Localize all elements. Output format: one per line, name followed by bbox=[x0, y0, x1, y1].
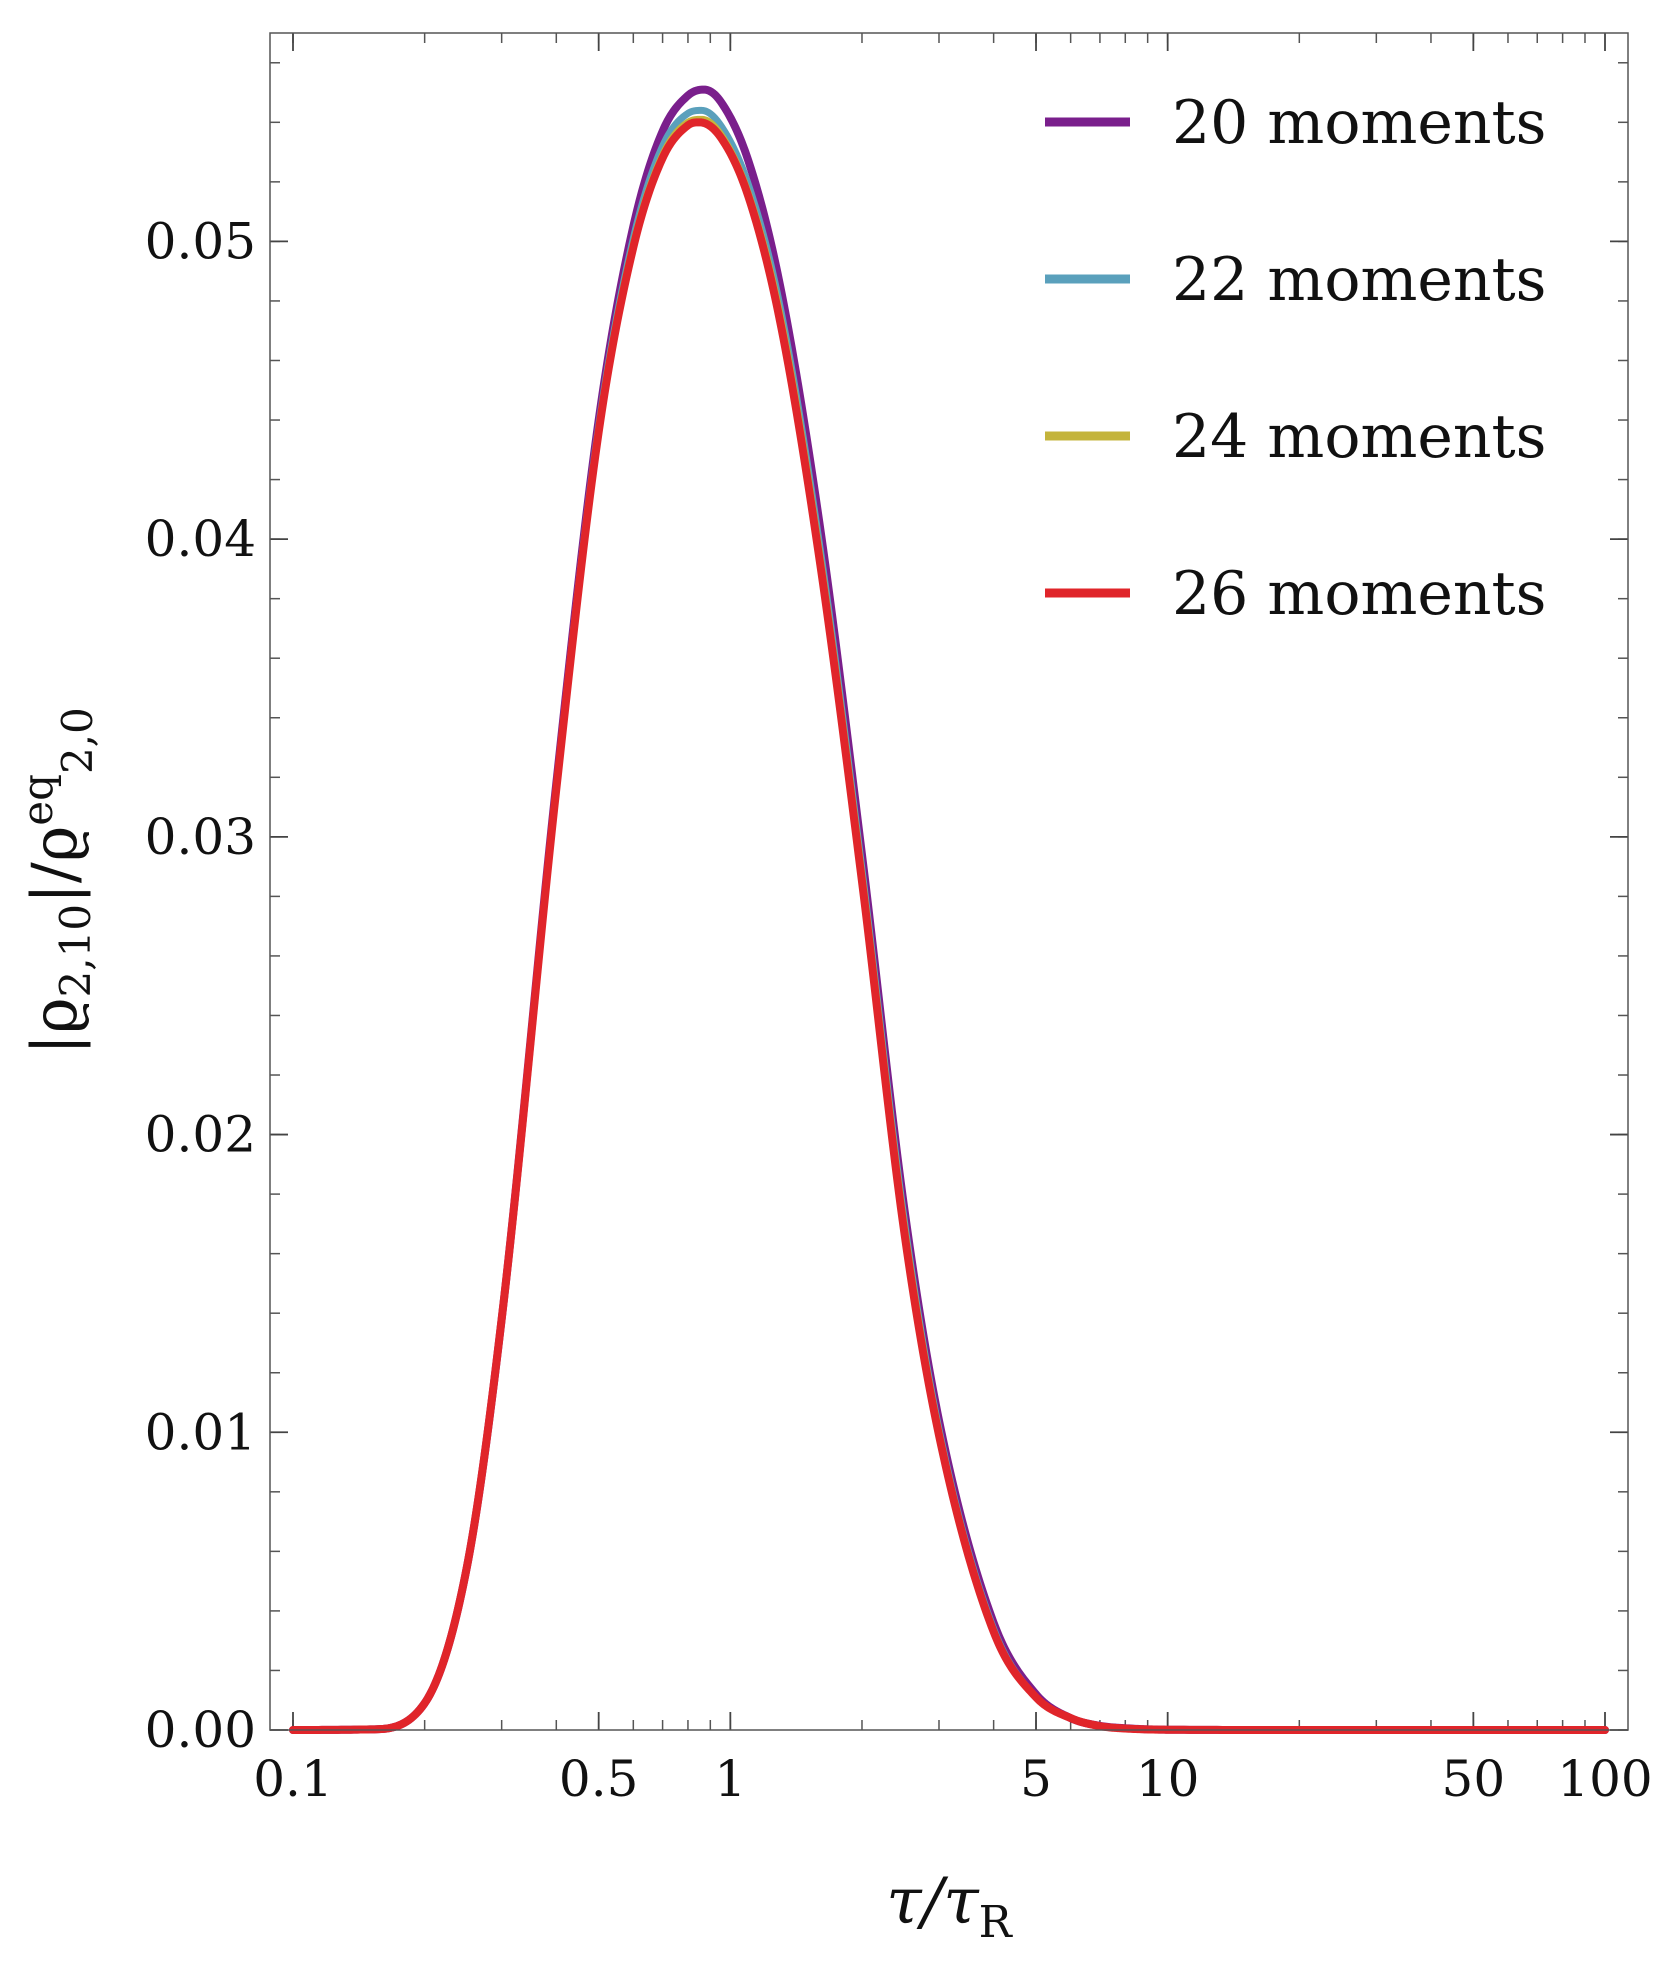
y-axis-title-sub1: 2,10 bbox=[51, 904, 100, 998]
x-axis-title-sub: R bbox=[979, 1897, 1014, 1948]
y-axis-title-part2: |/ϱ bbox=[18, 826, 91, 904]
y-tick-label: 0.05 bbox=[145, 212, 256, 270]
y-axis-title: |ϱ2,10|/ϱeq2,0 bbox=[13, 707, 102, 1055]
x-tick-label: 5 bbox=[1020, 1750, 1052, 1808]
x-tick-label: 10 bbox=[1136, 1750, 1200, 1808]
y-tick-label: 0.04 bbox=[145, 510, 256, 568]
legend-label: 22 moments bbox=[1172, 245, 1546, 315]
x-tick-labels: 0.1 0.5 1 5 10 50 100 bbox=[253, 1750, 1652, 1808]
x-axis-title: τ/τR bbox=[886, 1865, 1013, 1948]
legend-label: 26 moments bbox=[1172, 559, 1546, 629]
y-tick-labels: 0.00 0.01 0.02 0.03 0.04 0.05 bbox=[145, 212, 256, 1759]
x-tick-label: 0.5 bbox=[559, 1750, 639, 1808]
y-axis-title-sup: eq bbox=[13, 774, 62, 826]
plot-frame bbox=[269, 32, 1629, 1731]
x-axis-title-main: τ/τ bbox=[886, 1865, 980, 1939]
y-axis-title-part1: |ϱ bbox=[18, 997, 91, 1054]
y-axis-title-sub2: 2,0 bbox=[53, 707, 102, 774]
legend: 20 moments 22 moments 24 moments 26 moments bbox=[1045, 88, 1546, 629]
series-line bbox=[289, 118, 1609, 1734]
x-tick-label: 100 bbox=[1557, 1750, 1652, 1808]
x-tick-label: 50 bbox=[1442, 1750, 1506, 1808]
y-tick-label: 0.01 bbox=[145, 1403, 256, 1461]
legend-label: 24 moments bbox=[1172, 402, 1546, 472]
y-tick-label: 0.00 bbox=[145, 1701, 256, 1759]
y-tick-label: 0.02 bbox=[145, 1106, 256, 1164]
x-tick-label: 1 bbox=[714, 1750, 746, 1808]
x-tick-label: 0.1 bbox=[253, 1750, 333, 1808]
series-lines bbox=[289, 85, 1609, 1734]
y-tick-label: 0.03 bbox=[145, 808, 256, 866]
legend-label: 20 moments bbox=[1172, 88, 1546, 158]
